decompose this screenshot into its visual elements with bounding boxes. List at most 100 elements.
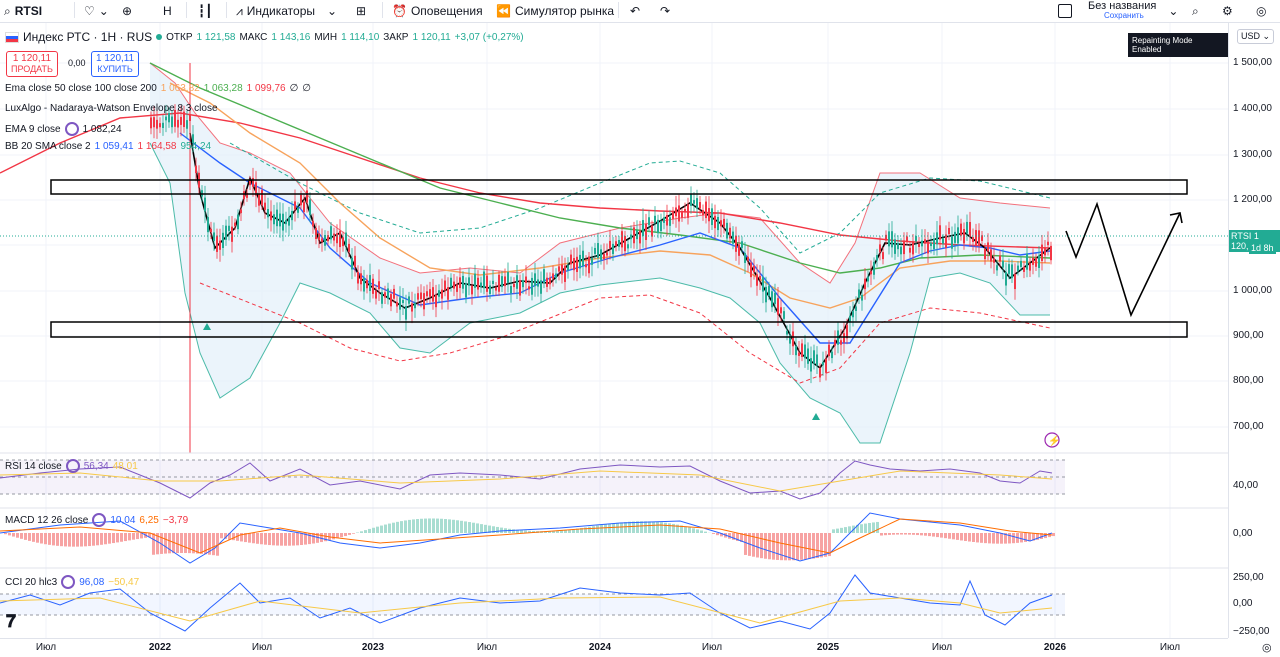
macd-hist-bar (340, 533, 343, 537)
macd-hist-bar (896, 533, 899, 535)
cci-legend[interactable]: CCI 20 hlc3 96,08 −50,47 (5, 575, 139, 589)
layout-button[interactable]: Без названия Сохранить ⌄ (1058, 0, 1178, 22)
candle-body (939, 225, 941, 239)
price-axis[interactable]: USD ⌄ 1 500,00 1 400,00 1 300,00 1 200,0… (1228, 23, 1280, 638)
candle-body (906, 236, 908, 241)
macd-hist-bar (592, 526, 595, 533)
buy-button[interactable]: 1 120,11 КУПИТЬ (91, 51, 139, 77)
candle-body (513, 284, 515, 287)
indicator-source-icon[interactable] (92, 513, 106, 527)
candle-body (753, 266, 755, 272)
macd-hist-bar (108, 533, 111, 544)
macd-hist-bar (116, 533, 119, 542)
candle-body (150, 117, 152, 128)
candle-body (720, 220, 722, 226)
candle-body (384, 292, 386, 297)
redo-button[interactable]: ↷ (660, 0, 670, 22)
alerts-button[interactable]: ⏰ Оповещения (392, 0, 483, 22)
symbol-search-button[interactable]: ⌕ RTSI (4, 0, 42, 22)
candle-body (717, 217, 719, 230)
indicator-source-icon[interactable] (66, 459, 80, 473)
macd-value: 10,04 (110, 515, 135, 526)
candle-body (504, 276, 506, 286)
chart-canvas[interactable]: ⚡ (0, 23, 1228, 638)
close-value: 1 120,11 (412, 32, 450, 43)
chart-settings-icon[interactable]: ◎ (1262, 641, 1272, 654)
cci-value: 96,08 (79, 577, 104, 588)
templates-button[interactable]: ⊞ (356, 0, 366, 22)
macd-hist-bar (940, 533, 943, 538)
candle-body (405, 306, 407, 320)
chart-title[interactable]: Индекс РТС · 1Н · RUS (23, 30, 152, 44)
indicator-legend-ema9[interactable]: EMA 9 close 1 082,24 (5, 122, 122, 136)
candle-body (876, 255, 878, 261)
currency-selector[interactable]: USD ⌄ (1237, 29, 1274, 44)
cci-band (0, 594, 1065, 615)
undo-button[interactable]: ↶ (630, 0, 640, 22)
indicator-source-icon[interactable] (65, 122, 79, 136)
macd-hist-bar (452, 520, 455, 533)
candle-body (210, 229, 212, 232)
candle-body (453, 282, 455, 289)
snapshot-button[interactable]: ◎ (1256, 0, 1266, 22)
macd-hist-bar (28, 533, 31, 541)
macd-legend[interactable]: MACD 12 26 close 10,04 6,25 −3,79 (5, 513, 188, 527)
candle-body (948, 228, 950, 234)
low-label: МИН (314, 32, 337, 43)
sell-button[interactable]: 1 120,11 ПРОДАТЬ (6, 51, 58, 77)
indicator-source-icon[interactable] (61, 575, 75, 589)
candle-body (897, 243, 899, 249)
candle-body (249, 181, 251, 185)
candle-body (558, 266, 560, 271)
candle-body (324, 235, 326, 246)
indicators-button[interactable]: ⩘ Индикаторы ⌄ (236, 0, 337, 22)
indicator-legend-nw[interactable]: LuxAlgo - Nadaraya-Watson Envelope 8 3 c… (5, 103, 218, 114)
time-tick: 2026 (1044, 642, 1066, 653)
rsi-legend[interactable]: RSI 14 close 56,34 48,01 (5, 459, 138, 473)
macd-hist-bar (444, 519, 447, 533)
macd-hist-bar (920, 533, 923, 535)
candle-body (1014, 274, 1016, 289)
quick-search-button[interactable]: ⌕ (1192, 0, 1199, 22)
interval-button[interactable]: H (163, 0, 172, 22)
favorite-button[interactable]: ♡⌄ (84, 0, 109, 22)
time-tick: Июл (252, 642, 272, 653)
indicator-name: Ema close 50 close 100 close 200 (5, 83, 157, 94)
candle-body (510, 286, 512, 293)
time-tick: Июл (477, 642, 497, 653)
candle-body (432, 287, 434, 301)
simulator-button[interactable]: ⏪ Симулятор рынка (496, 0, 614, 22)
candle-body (900, 247, 902, 255)
candle-body (921, 241, 923, 247)
macd-hist-value: −3,79 (163, 515, 188, 526)
indicator-legend-ema[interactable]: Ema close 50 close 100 close 200 1 063,8… (5, 83, 311, 94)
indicator-value: 1 099,76 (247, 83, 286, 94)
candle-body (546, 278, 548, 287)
macd-hist-bar (588, 527, 591, 533)
settings-button[interactable]: ⚙ (1222, 0, 1233, 22)
time-axis[interactable]: Июл 2022 Июл 2023 Июл 2024 Июл 2025 Июл … (0, 638, 1228, 657)
macd-hist-bar (384, 525, 387, 533)
candle-body (303, 202, 305, 212)
macd-hist-bar (980, 533, 983, 543)
macd-hist-bar (416, 519, 419, 533)
candle-body (606, 252, 608, 255)
projection-zigzag-drawing[interactable] (1066, 204, 1180, 315)
buy-label: КУПИТЬ (96, 64, 134, 75)
macd-hist-bar (256, 533, 259, 544)
candle-body (588, 256, 590, 273)
tradingview-logo[interactable]: 𝟕 (6, 611, 16, 632)
candle-body (186, 120, 188, 129)
candle-body (267, 209, 269, 217)
candle-body (639, 231, 641, 244)
layout-name: Без названия (1088, 1, 1156, 11)
candle-body (582, 251, 584, 266)
macd-hist-bar (468, 522, 471, 533)
candle-body (489, 285, 491, 294)
chart-type-button[interactable]: ┇┃ (198, 0, 212, 22)
compare-button[interactable]: ⊕ (122, 0, 132, 22)
macd-hist-bar (112, 533, 115, 543)
candle-body (180, 117, 182, 125)
indicator-legend-bb[interactable]: BB 20 SMA close 2 1 059,41 1 164,58 954,… (5, 141, 211, 152)
